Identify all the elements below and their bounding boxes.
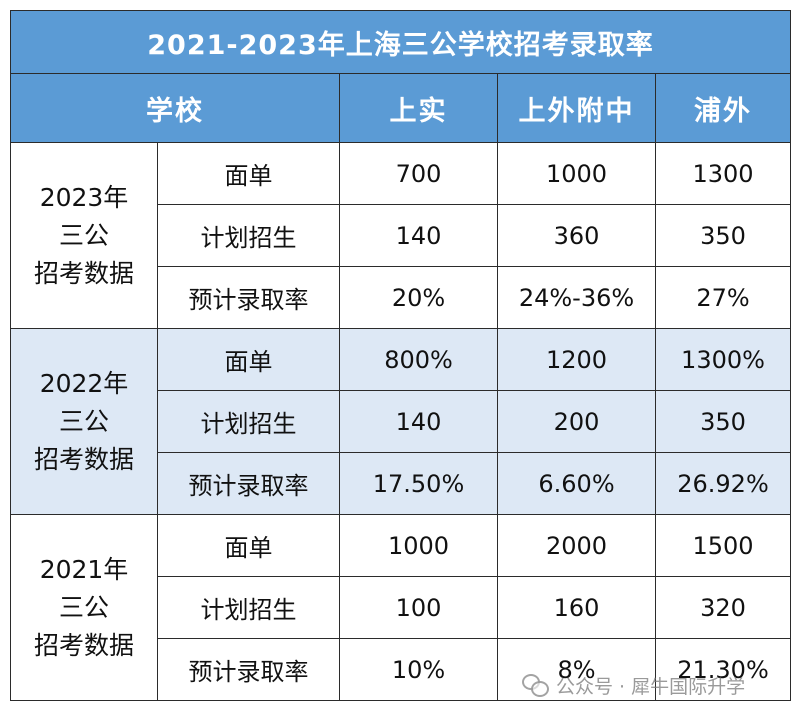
value-cell: 27%	[655, 266, 791, 329]
metric-label: 预计录取率	[157, 266, 340, 329]
metric-label: 计划招生	[157, 576, 340, 639]
value-cell: 200	[497, 390, 656, 453]
metric-label: 计划招生	[157, 390, 340, 453]
value-cell: 700	[339, 142, 498, 205]
school-header-puwai: 浦外	[655, 73, 791, 143]
value-cell: 100	[339, 576, 498, 639]
year-group-2023: 2023年 三公 招考数据	[10, 142, 158, 329]
value-cell: 2000	[497, 514, 656, 577]
value-cell: 8%	[497, 638, 656, 701]
value-cell: 140	[339, 390, 498, 453]
watermark-text: 公众号 · 犀牛国际升学	[556, 675, 746, 698]
value-cell: 1500	[655, 514, 791, 577]
year-group-2021: 2021年 三公 招考数据	[10, 514, 158, 701]
group-line3: 招考数据	[33, 630, 134, 660]
value-cell: 1000	[339, 514, 498, 577]
school-header-shangshi: 上实	[339, 73, 498, 143]
group-year-label: 2021年	[39, 554, 129, 584]
table-row: 预计录取率 17.50% 6.60% 26.92%	[11, 452, 791, 515]
admission-table-container: 2021-2023年上海三公学校招考录取率 学校 上实 上外附中 浦外 2023…	[10, 10, 791, 701]
value-cell: 1300%	[655, 328, 791, 391]
watermark: 公众号 · 犀牛国际升学	[522, 668, 745, 702]
admission-table: 2021-2023年上海三公学校招考录取率 学校 上实 上外附中 浦外 2023…	[10, 10, 791, 701]
group-year-label: 2022年	[39, 368, 129, 398]
group-line2: 三公	[58, 220, 109, 250]
value-cell: 360	[497, 204, 656, 267]
value-cell: 26.92%	[655, 452, 791, 515]
table-row: 计划招生 140 200 350	[11, 390, 791, 453]
value-cell: 20%	[339, 266, 498, 329]
year-group-2022: 2022年 三公 招考数据	[10, 328, 158, 515]
group-line2: 三公	[58, 406, 109, 436]
group-line3: 招考数据	[33, 258, 134, 288]
value-cell: 17.50%	[339, 452, 498, 515]
table-title: 2021-2023年上海三公学校招考录取率	[10, 10, 791, 74]
table-row: 2021年 三公 招考数据 面单 1000 2000 1500	[10, 514, 791, 701]
value-cell: 140	[339, 204, 498, 267]
value-cell: 320	[655, 576, 791, 639]
value-cell: 1300	[655, 142, 791, 205]
metric-label: 面单	[157, 142, 340, 205]
table-row: 2023年 三公 招考数据 面单 700 1000 1300	[10, 142, 791, 329]
school-header-shangwaifuzhong: 上外附中	[497, 73, 656, 143]
value-cell: 24%-36%	[497, 266, 656, 329]
value-cell: 6.60%	[497, 452, 656, 515]
metric-label: 面单	[157, 328, 340, 391]
value-cell: 1200	[497, 328, 656, 391]
metric-label: 预计录取率	[157, 452, 340, 515]
group-line3: 招考数据	[33, 444, 134, 474]
value-cell: 350	[655, 204, 791, 267]
group-year-label: 2023年	[39, 182, 129, 212]
value-cell: 10%	[339, 638, 498, 701]
table-row: 预计录取率 10% 8% 21.30%	[11, 638, 791, 701]
value-cell: 350	[655, 390, 791, 453]
metric-label: 计划招生	[157, 204, 340, 267]
metric-label: 面单	[157, 514, 340, 577]
table-row: 预计录取率 20% 24%-36% 27%	[11, 266, 791, 329]
metric-label: 预计录取率	[157, 638, 340, 701]
value-cell: 800%	[339, 328, 498, 391]
table-row: 2022年 三公 招考数据 面单 800% 1200 1300%	[10, 328, 791, 515]
group-line2: 三公	[58, 592, 109, 622]
value-cell: 160	[497, 576, 656, 639]
wechat-icon	[522, 674, 549, 697]
value-cell: 21.30%	[655, 638, 791, 701]
value-cell: 1000	[497, 142, 656, 205]
school-header: 学校	[10, 73, 340, 143]
